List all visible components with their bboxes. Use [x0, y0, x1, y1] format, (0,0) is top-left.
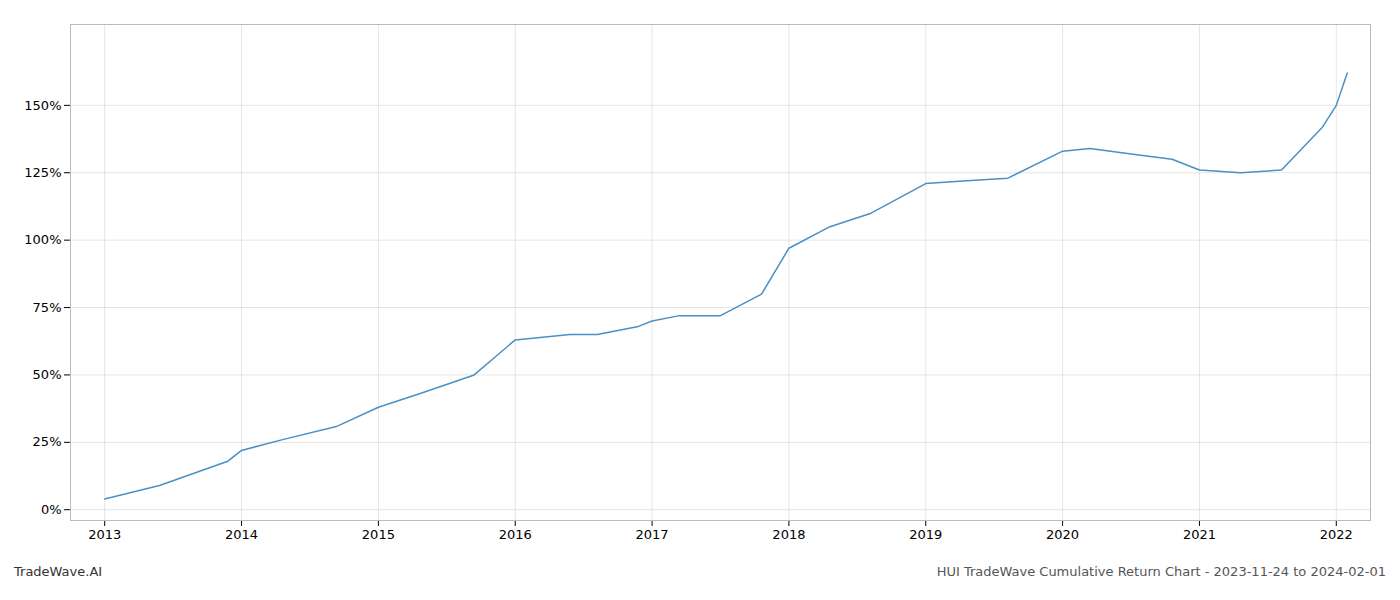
- svg-text:50%: 50%: [33, 367, 62, 382]
- svg-text:2022: 2022: [1320, 527, 1353, 542]
- svg-text:2014: 2014: [225, 527, 258, 542]
- svg-text:2018: 2018: [772, 527, 805, 542]
- html-text:HUI TradeWave Cumulative Retur: HUI TradeWave Cumulative Return Chart - …: [936, 564, 1386, 579]
- svg-text:2020: 2020: [1046, 527, 1079, 542]
- svg-text:2013: 2013: [88, 527, 121, 542]
- svg-text:75%: 75%: [33, 300, 62, 315]
- svg-text:2021: 2021: [1183, 527, 1216, 542]
- svg-text:150%: 150%: [24, 98, 61, 113]
- svg-text:2015: 2015: [362, 527, 395, 542]
- svg-text:125%: 125%: [24, 165, 61, 180]
- svg-text:2017: 2017: [636, 527, 669, 542]
- svg-text:0%: 0%: [41, 502, 62, 517]
- svg-text:2019: 2019: [909, 527, 942, 542]
- html-text:TradeWave.AI: TradeWave.AI: [14, 564, 103, 579]
- svg-text:25%: 25%: [33, 434, 62, 449]
- svg-text:100%: 100%: [24, 232, 61, 247]
- svg-text:2016: 2016: [499, 527, 532, 542]
